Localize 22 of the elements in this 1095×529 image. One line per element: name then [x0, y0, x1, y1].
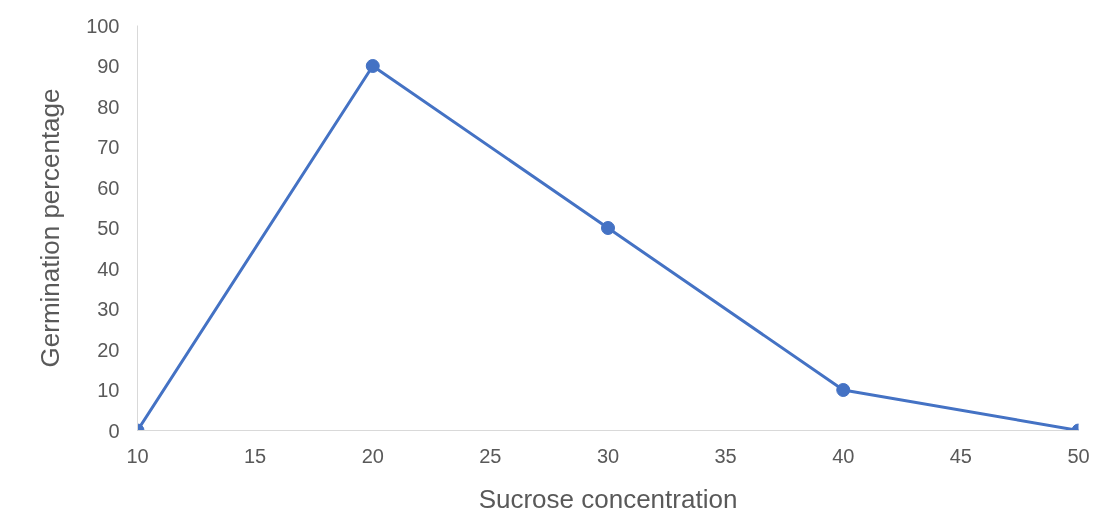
y-tick-label: 10 — [97, 379, 120, 401]
y-tick-label: 90 — [97, 55, 120, 77]
x-tick-label: 45 — [949, 444, 972, 467]
x-axis-title: Sucrose concentration — [478, 483, 738, 514]
y-tick-label: 0 — [108, 419, 120, 442]
y-tick-label: 70 — [97, 136, 120, 158]
y-tick-label: 100 — [86, 14, 120, 37]
y-tick-label: 40 — [97, 257, 120, 280]
y-tick-label: 60 — [97, 176, 120, 199]
x-tick-label: 25 — [479, 444, 502, 467]
x-tick-label: 40 — [832, 444, 855, 467]
y-tick-label: 80 — [97, 95, 120, 118]
x-tick-label: 15 — [244, 444, 267, 467]
x-tick-label: 20 — [361, 444, 384, 467]
x-tick-label: 10 — [126, 444, 149, 467]
y-axis-title: Germination percentage — [35, 88, 66, 368]
y-tick-label: 20 — [97, 338, 120, 361]
y-tick-label: 50 — [97, 217, 120, 239]
x-tick-label: 30 — [596, 444, 620, 467]
x-tick-label: 50 — [1067, 444, 1090, 467]
x-tick-label: 35 — [714, 444, 737, 467]
y-tick-label: 30 — [97, 298, 120, 320]
